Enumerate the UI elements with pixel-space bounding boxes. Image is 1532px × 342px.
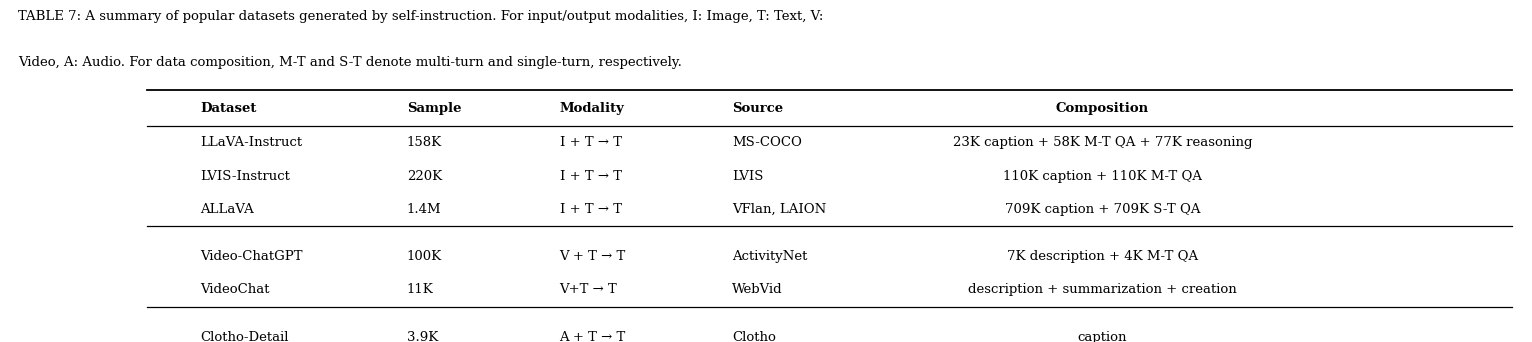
Text: Clotho: Clotho	[732, 331, 777, 342]
Text: 158K: 158K	[406, 136, 441, 149]
Text: 23K caption + 58K M-T QA + 77K reasoning: 23K caption + 58K M-T QA + 77K reasoning	[953, 136, 1252, 149]
Text: ALLaVA: ALLaVA	[201, 203, 254, 216]
Text: A + T → T: A + T → T	[559, 331, 625, 342]
Text: 110K caption + 110K M-T QA: 110K caption + 110K M-T QA	[1003, 170, 1203, 183]
Text: Source: Source	[732, 102, 783, 115]
Text: 3.9K: 3.9K	[406, 331, 438, 342]
Text: I + T → T: I + T → T	[559, 203, 622, 216]
Text: description + summarization + creation: description + summarization + creation	[968, 284, 1236, 297]
Text: V + T → T: V + T → T	[559, 250, 625, 263]
Text: V+T → T: V+T → T	[559, 284, 617, 297]
Text: LVIS: LVIS	[732, 170, 764, 183]
Text: VideoChat: VideoChat	[201, 284, 270, 297]
Text: I + T → T: I + T → T	[559, 170, 622, 183]
Text: Dataset: Dataset	[201, 102, 256, 115]
Text: caption: caption	[1077, 331, 1128, 342]
Text: WebVid: WebVid	[732, 284, 783, 297]
Text: LLaVA-Instruct: LLaVA-Instruct	[201, 136, 302, 149]
Text: Composition: Composition	[1056, 102, 1149, 115]
Text: ActivityNet: ActivityNet	[732, 250, 807, 263]
Text: Video-ChatGPT: Video-ChatGPT	[201, 250, 303, 263]
Text: 220K: 220K	[406, 170, 441, 183]
Text: LVIS-Instruct: LVIS-Instruct	[201, 170, 290, 183]
Text: Sample: Sample	[406, 102, 461, 115]
Text: 709K caption + 709K S-T QA: 709K caption + 709K S-T QA	[1005, 203, 1200, 216]
Text: TABLE 7: A summary of popular datasets generated by self-instruction. For input/: TABLE 7: A summary of popular datasets g…	[18, 10, 824, 23]
Text: I + T → T: I + T → T	[559, 136, 622, 149]
Text: MS-COCO: MS-COCO	[732, 136, 803, 149]
Text: VFlan, LAION: VFlan, LAION	[732, 203, 827, 216]
Text: Clotho-Detail: Clotho-Detail	[201, 331, 288, 342]
Text: 11K: 11K	[406, 284, 434, 297]
Text: 7K description + 4K M-T QA: 7K description + 4K M-T QA	[1007, 250, 1198, 263]
Text: 100K: 100K	[406, 250, 441, 263]
Text: 1.4M: 1.4M	[406, 203, 441, 216]
Text: Video, A: Audio. For data composition, M-T and S-T denote multi-turn and single-: Video, A: Audio. For data composition, M…	[18, 56, 682, 69]
Text: Modality: Modality	[559, 102, 625, 115]
